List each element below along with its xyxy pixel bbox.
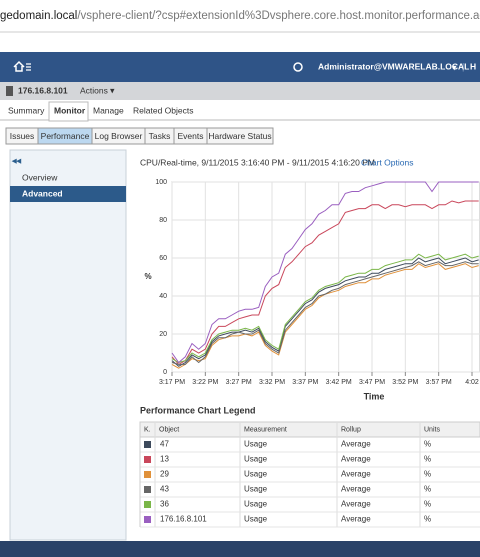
url-host: gedomain.local [0,10,77,22]
chart-options-link[interactable]: Chart Options [361,157,413,167]
subtab-label[interactable]: Tasks [149,131,171,141]
menu-icon[interactable] [26,63,31,71]
subtab-label[interactable]: Issues [10,131,35,141]
refresh-icon[interactable] [293,62,303,72]
x-tick-label: 3:42 PM [326,379,352,386]
plot-area [171,181,480,373]
footer-bar [0,541,480,557]
legend-swatch [144,471,151,478]
x-tick-label: 3:37 PM [292,379,318,386]
series-line [171,181,479,364]
table-cell: Usage [244,515,268,524]
sidebar [9,149,127,541]
series-line [171,261,479,365]
tab[interactable]: Summary [8,105,45,115]
legend-swatch [144,441,151,448]
x-tick-label: 3:57 PM [426,379,452,386]
subtab-label[interactable]: Performance [41,131,90,141]
legend-swatch [144,456,151,463]
y-axis-label: % [144,272,151,281]
help-menu[interactable]: H [470,61,476,71]
table-cell: % [424,455,431,464]
tab[interactable]: Related Objects [133,105,193,115]
x-tick-label: 3:17 PM [159,379,185,386]
legend-swatch [144,516,151,523]
x-tick-label: 3:27 PM [226,379,252,386]
subtab-label[interactable]: Hardware Status [208,131,271,141]
object-bar [0,82,480,100]
user-menu[interactable]: Administrator@VMWARELAB.LOCAL [318,61,469,71]
x-axis-label: Time [364,391,385,401]
chart-title: CPU/Real-time, 9/11/2015 3:16:40 PM - 9/… [140,157,375,167]
actions-menu[interactable]: Actions [80,85,108,95]
table-cell: Average [341,500,371,509]
legend-object: 13 [160,455,169,464]
table-cell: Usage [244,440,268,449]
y-tick-label: 100 [155,179,167,186]
subtab-label[interactable]: Events [178,131,204,141]
host-name: 176.16.8.101 [18,85,68,95]
url[interactable]: gedomain.local/vsphere-client/?csp#exten… [0,10,480,22]
separator: | [462,61,464,71]
host-icon [6,86,13,96]
legend-object: 43 [160,485,169,494]
legend-object: 47 [160,440,169,449]
app-header [0,52,480,82]
subtab[interactable] [206,127,274,145]
url-path: /vsphere-client/?csp#extensionId%3Dvsphe… [77,10,480,22]
tab[interactable]: Manage [93,105,124,115]
table-cell: Usage [244,470,268,479]
y-tick-label: 20 [159,331,167,338]
y-tick-label: 0 [163,369,167,376]
table-cell: % [424,515,431,524]
table-cell: Usage [244,455,268,464]
nav-item[interactable]: Overview [22,172,58,182]
table-cell: % [424,500,431,509]
table-cell: % [424,470,431,479]
legend-object: 29 [160,470,169,479]
table-cell: Average [341,440,371,449]
home-icon[interactable] [13,60,25,72]
table-cell: Average [341,455,371,464]
table-cell: Average [341,515,371,524]
x-tick-label: 3:47 PM [359,379,385,386]
x-tick-label: 4:02 [465,379,479,386]
table-cell: Usage [244,500,268,509]
column-header[interactable]: Units [424,426,440,433]
column-header[interactable]: Measurement [244,426,287,433]
legend-object: 176.16.8.101 [160,515,207,524]
tab[interactable]: Monitor [54,105,86,115]
table-cell: Usage [244,485,268,494]
x-tick-label: 3:52 PM [392,379,418,386]
legend-swatch [144,501,151,508]
legend-title: Performance Chart Legend [140,405,256,415]
nav-item[interactable]: Advanced [22,188,63,198]
y-tick-label: 40 [159,293,167,300]
column-header[interactable]: Rollup [341,426,361,433]
table-cell: Average [341,485,371,494]
series-line [171,200,479,366]
address-bar [0,0,480,32]
legend-object: 36 [160,500,169,509]
x-tick-label: 3:32 PM [259,379,285,386]
table-cell: % [424,485,431,494]
subtab-label[interactable]: Log Browser [95,131,143,141]
caret: ▾ [110,85,115,95]
nav-selected [10,186,126,202]
column-header[interactable]: K. [144,426,151,433]
tab-active [48,101,89,122]
legend-swatch [144,486,151,493]
column-header[interactable]: Object [159,426,179,433]
series-line [171,253,479,364]
caret: ▾ [452,62,457,72]
x-tick-label: 3:22 PM [192,379,218,386]
table-cell: % [424,440,431,449]
y-tick-label: 80 [159,217,167,224]
series-line [171,257,479,367]
table-cell: Average [341,470,371,479]
collapse-icon[interactable]: ◂◂ [11,155,22,165]
y-tick-label: 60 [159,255,167,262]
